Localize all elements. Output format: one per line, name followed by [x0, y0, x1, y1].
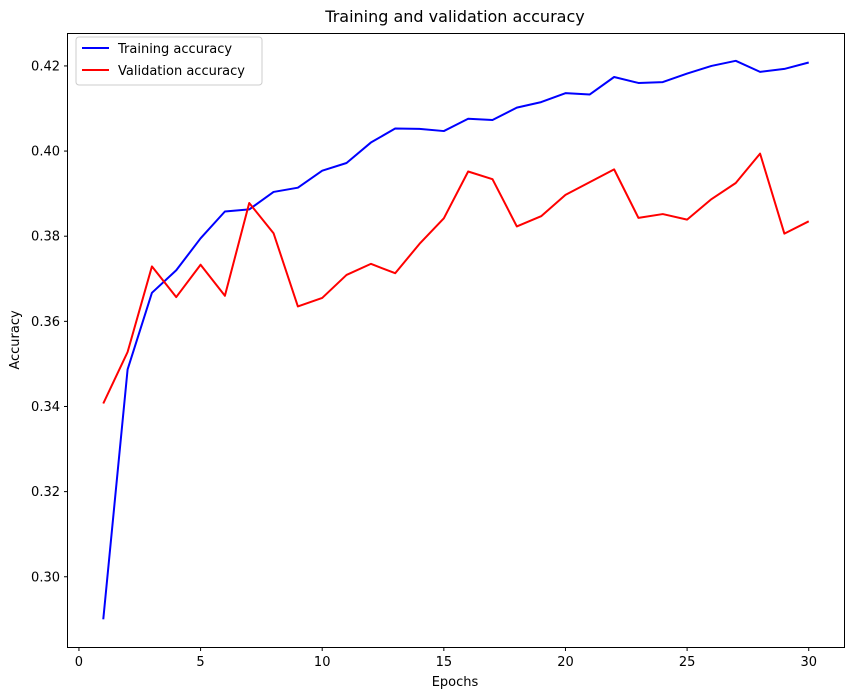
training-accuracy-line: [102, 59, 809, 620]
y-tick-label: 0.36: [31, 315, 60, 330]
series-layer: [102, 59, 810, 620]
y-tick-label: 0.30: [31, 570, 60, 585]
legend: Training accuracy Validation accuracy: [75, 36, 263, 86]
x-tick-label: 10: [314, 655, 331, 670]
y-axis-label: Accuracy: [8, 310, 23, 370]
x-tick-label: 25: [679, 655, 696, 670]
x-tick-label: 0: [75, 655, 83, 670]
x-tick-label: 20: [557, 655, 574, 670]
y-axis-ticks: 0.30 0.32 0.34 0.36 0.38 0.40 0.42: [31, 59, 68, 585]
y-tick-label: 0.32: [31, 485, 60, 500]
x-tick-label: 5: [196, 655, 204, 670]
legend-frame: [75, 36, 263, 86]
y-tick-label: 0.34: [31, 400, 60, 415]
chart-title: Training and validation accuracy: [324, 7, 584, 26]
y-tick-label: 0.42: [31, 59, 60, 74]
x-axis-ticks: 0 5 10 15 20 25 30: [75, 647, 817, 670]
x-axis-label: Epochs: [432, 675, 479, 690]
x-tick-label: 15: [436, 655, 453, 670]
y-tick-label: 0.40: [31, 145, 60, 160]
legend-label-training: Training accuracy: [117, 42, 232, 57]
x-tick-label: 30: [800, 655, 817, 670]
y-tick-label: 0.38: [31, 230, 60, 245]
validation-accuracy-line: [102, 152, 810, 404]
plot-frame: [67, 33, 845, 648]
plot-area: [67, 33, 845, 648]
legend-label-validation: Validation accuracy: [118, 64, 245, 79]
